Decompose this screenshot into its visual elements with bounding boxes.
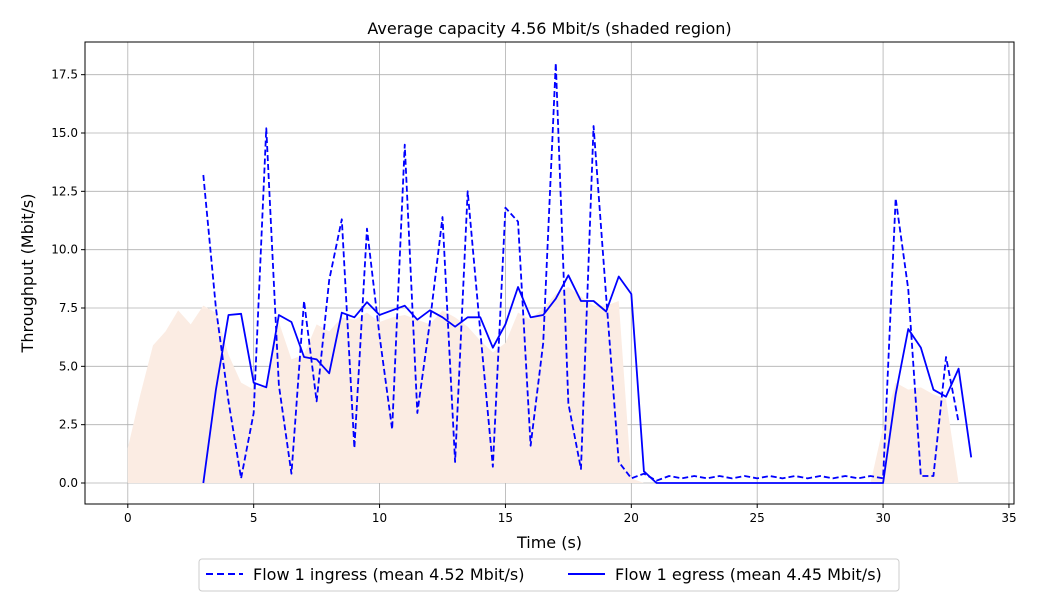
x-tick-label: 0 [124,511,132,525]
y-tick-label: 2.5 [59,418,78,432]
legend-egress-label: Flow 1 egress (mean 4.45 Mbit/s) [615,565,882,584]
x-tick-label: 35 [1001,511,1016,525]
x-tick-label: 25 [750,511,765,525]
capacity-region-layer [127,287,959,483]
series-line-ingress [202,62,960,482]
capacity-shaded-region [127,287,959,483]
x-tick-label: 20 [624,511,639,525]
y-tick-label: 15.0 [51,126,78,140]
y-tick-label: 10.0 [51,243,78,257]
legend: Flow 1 ingress (mean 4.52 Mbit/s) Flow 1… [198,558,900,592]
x-tick-label: 15 [498,511,513,525]
y-axis-title: Throughput (Mbit/s) [18,194,37,354]
y-tick-label: 7.5 [59,301,78,315]
y-tick-label: 12.5 [51,184,78,198]
series-layer [202,62,973,484]
y-tick-label: 17.5 [51,68,78,82]
y-tick-label: 0.0 [59,476,78,490]
legend-box [198,558,900,592]
x-axis-title: Time (s) [516,533,582,552]
chart-title: Average capacity 4.56 Mbit/s (shaded reg… [367,19,731,38]
plot-frame [84,41,1015,505]
x-tick-label: 5 [250,511,258,525]
y-tick-label: 5.0 [59,359,78,373]
series-line-egress [202,274,973,484]
legend-ingress-label: Flow 1 ingress (mean 4.52 Mbit/s) [253,565,525,584]
x-tick-label: 30 [875,511,890,525]
x-tick-label: 10 [372,511,387,525]
axis-ticks: 0 5 10 15 20 25 30 35 0.0 2.5 5.0 7.5 10.0 12.5 15.0 17… [51,68,1016,525]
